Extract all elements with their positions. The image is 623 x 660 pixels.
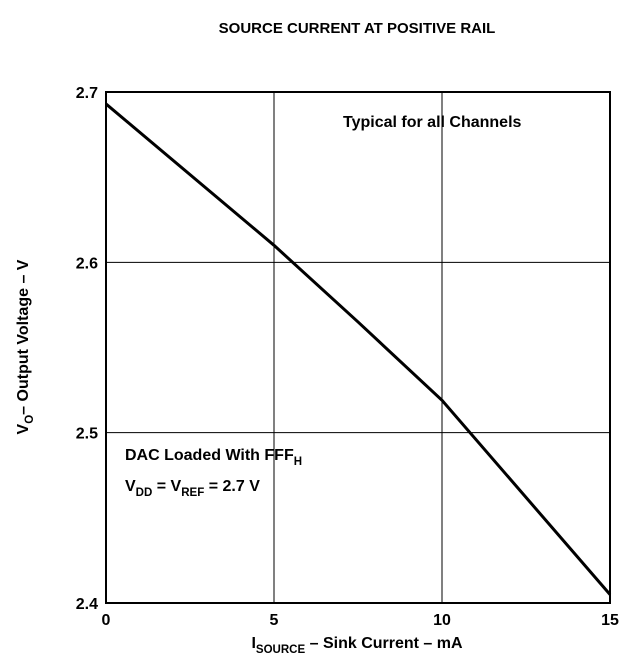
text-segment: DD: [136, 487, 153, 499]
y-axis-label: VO– Output Voltage – V: [15, 259, 36, 434]
text-segment: I: [251, 635, 255, 652]
annotation: VDD = VREF = 2.7 V: [125, 478, 260, 499]
y-tick-label: 2.7: [76, 85, 98, 102]
text-segment: O: [24, 415, 36, 424]
x-tick-label: 10: [433, 612, 451, 629]
text-segment: H: [294, 456, 302, 468]
text-segment: V: [125, 478, 136, 495]
text-segment: DAC Loaded With FFF: [125, 447, 294, 464]
text-segment: SOURCE: [256, 644, 306, 656]
y-tick-label: 2.4: [76, 596, 98, 613]
x-tick-label: 5: [270, 612, 279, 629]
chart-title: SOURCE CURRENT AT POSITIVE RAIL: [219, 20, 496, 37]
text-segment: – Sink Current – mA: [305, 635, 463, 652]
text-segment: = V: [152, 478, 181, 495]
text-segment: REF: [181, 487, 204, 499]
annotation: Typical for all Channels: [343, 114, 522, 131]
data-line: [105, 102, 612, 596]
y-tick-label: 2.5: [76, 426, 98, 443]
text-segment: Typical for all Channels: [343, 114, 522, 131]
text-segment: V: [15, 423, 32, 434]
plot-frame: [105, 91, 611, 604]
x-tick-label: 15: [601, 612, 619, 629]
text-segment: – Output Voltage – V: [15, 259, 32, 415]
annotation: DAC Loaded With FFFH: [125, 447, 302, 468]
x-tick-label: 0: [102, 612, 111, 629]
text-segment: = 2.7 V: [204, 478, 260, 495]
y-tick-label: 2.6: [76, 255, 98, 272]
x-axis-label: ISOURCE – Sink Current – mA: [251, 635, 463, 656]
